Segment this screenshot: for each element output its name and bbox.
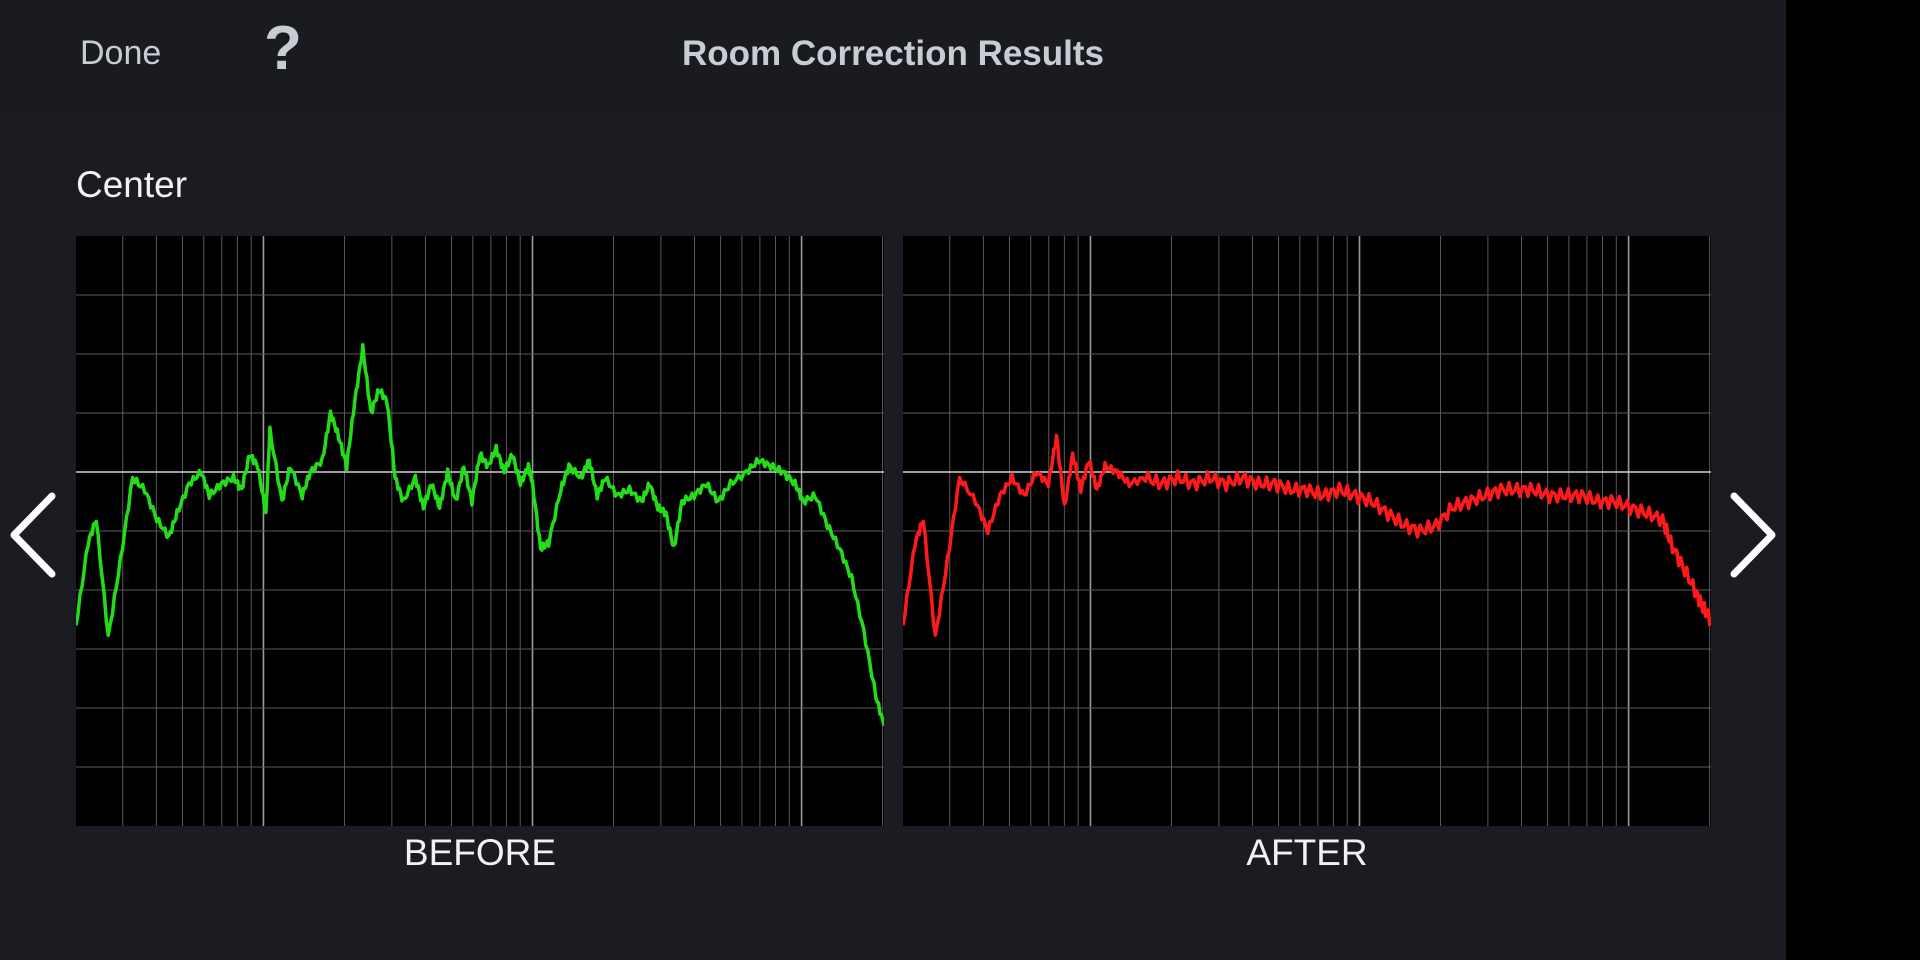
top-bar: Done ? Room Correction Results [0,0,1786,114]
page-title: Room Correction Results [682,34,1104,73]
after-chart-svg [903,236,1711,826]
done-button[interactable]: Done [80,34,162,72]
help-button[interactable]: ? [264,14,302,83]
before-chart [76,236,884,826]
next-channel-button[interactable] [1716,490,1786,580]
after-chart [903,236,1711,826]
before-caption: BEFORE [403,832,557,873]
after-caption: AFTER [1246,832,1368,873]
before-chart-svg [76,236,884,826]
chevron-left-icon [10,492,56,578]
channel-label: Center [76,164,188,205]
previous-channel-button[interactable] [0,490,70,580]
before-response-trace [76,343,884,727]
chevron-right-icon [1730,492,1776,578]
app-window: Done ? Room Correction Results Center BE… [0,0,1786,960]
after-response-trace [903,433,1711,638]
